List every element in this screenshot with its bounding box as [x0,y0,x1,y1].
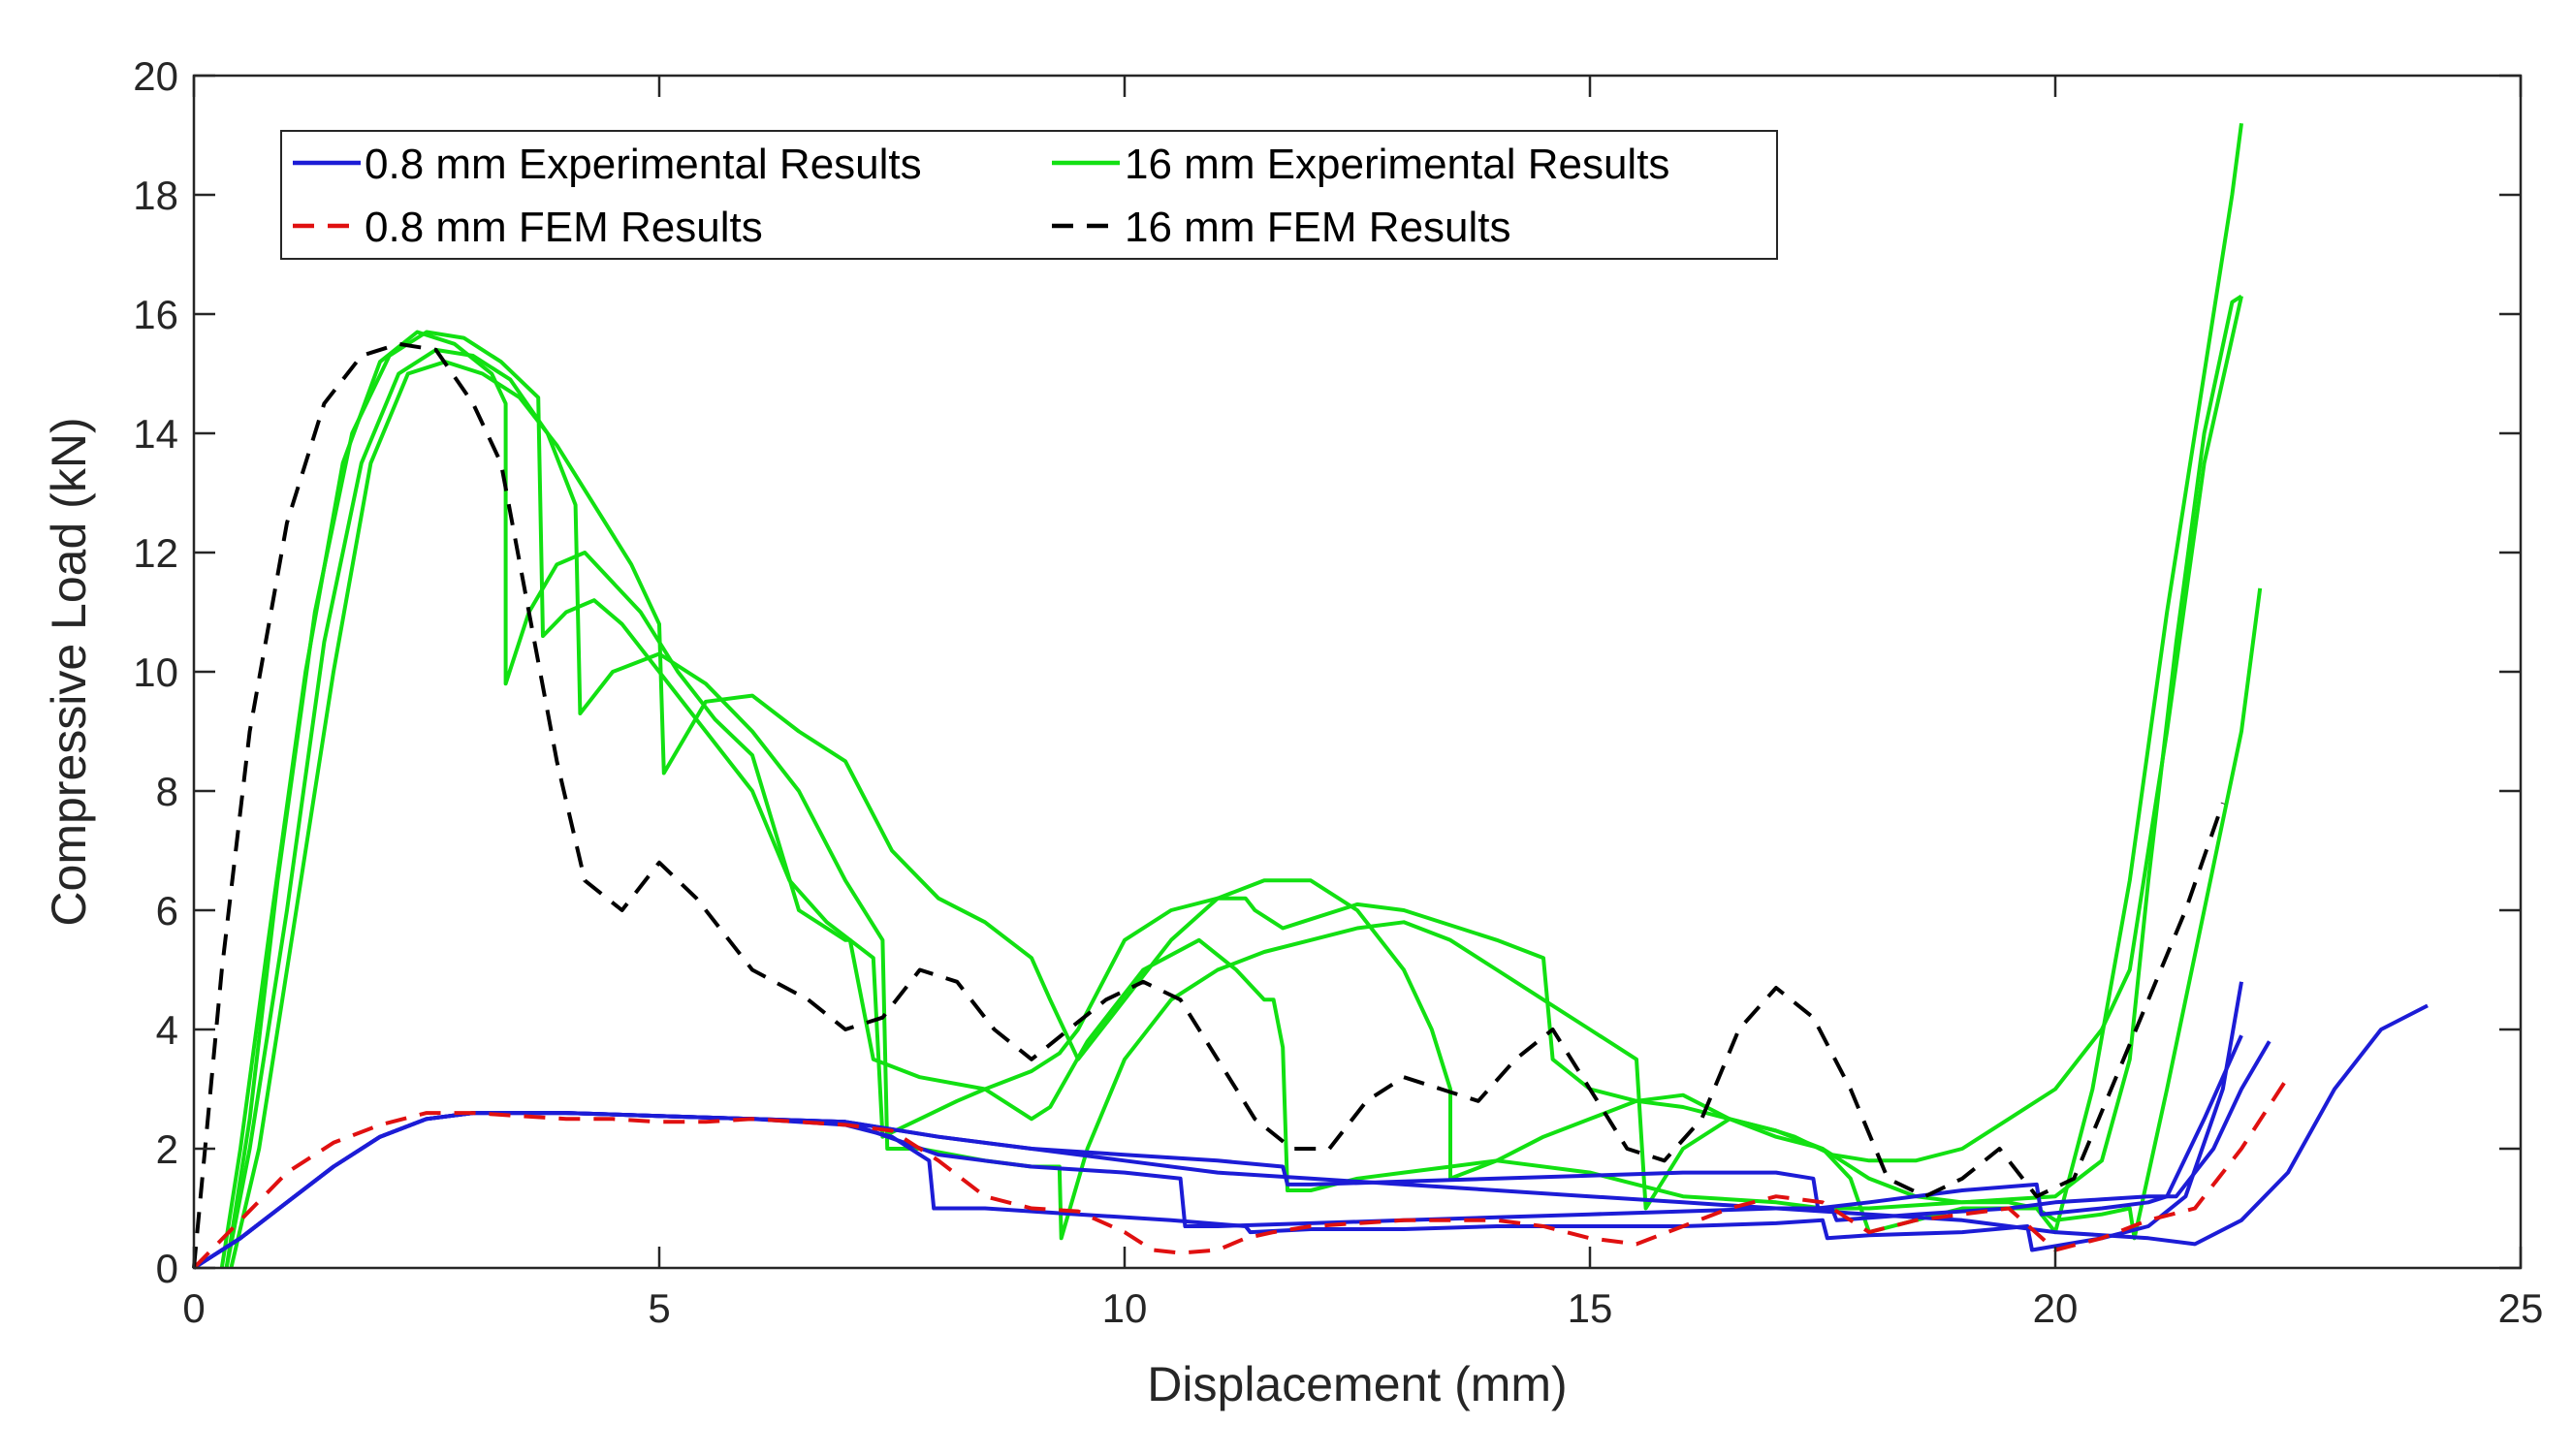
legend-label-fem16: 16 mm FEM Results [1125,204,1511,251]
series-layer [192,122,2429,1270]
y-tick-label: 8 [156,769,178,814]
x-tick-label: 20 [2033,1285,2079,1331]
x-tick-label: 0 [182,1285,205,1331]
series-line-fem16-1 [192,341,2225,1269]
y-tick-label: 20 [133,53,178,99]
y-axis-label: Compressive Load (kN) [42,417,96,926]
tick-layer: 0 5 10 15 20 25 0 2 4 6 8 10 12 14 16 18 20 [133,53,2543,1331]
y-tick-label: 0 [156,1246,178,1291]
y-tick-label: 18 [133,173,178,218]
series-line-exp16-2 [224,296,2243,1269]
series-line-exp16-1 [219,294,2243,1269]
x-tick-label: 5 [648,1285,670,1331]
y-tick-label: 12 [133,530,178,576]
legend-label-exp08: 0.8 mm Experimental Results [365,141,922,188]
y-tick-label: 16 [133,292,178,337]
x-tick-label: 10 [1102,1285,1148,1331]
y-tick-label: 2 [156,1126,178,1172]
legend-label-exp16: 16 mm Experimental Results [1125,141,1669,188]
plot-area [194,76,2521,1268]
series-line-exp08-4 [192,1003,2429,1270]
y-tick-label: 6 [156,888,178,934]
legend-box [280,130,1778,260]
legend-label-fem08: 0.8 mm FEM Results [365,204,763,251]
y-tick-label: 10 [133,649,178,695]
series-line-fem08-1 [192,1076,2290,1270]
legend: 0.8 mm Experimental Results 16 mm Experi… [280,130,1778,260]
y-tick-label: 4 [156,1007,178,1053]
x-tick-label: 15 [1568,1285,1613,1331]
y-tick-label: 14 [133,411,178,457]
x-tick-label: 25 [2498,1285,2544,1331]
x-axis-label: Displacement (mm) [1147,1357,1567,1411]
